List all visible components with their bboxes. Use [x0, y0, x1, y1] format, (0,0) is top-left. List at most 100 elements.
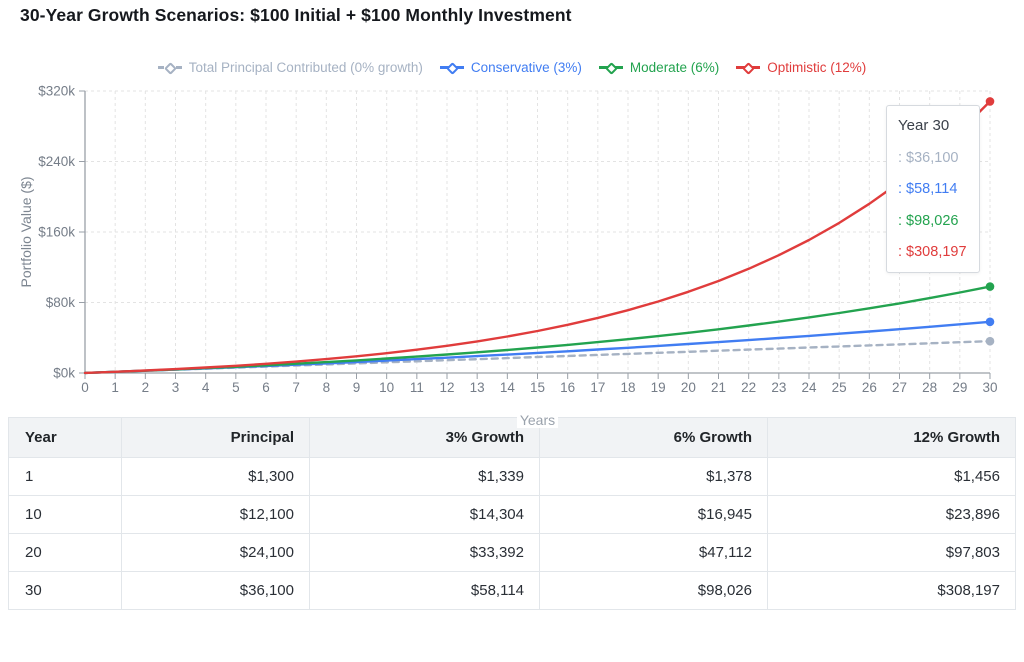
- column-header: 6% Growth: [539, 417, 768, 458]
- table-cell: $1,339: [309, 457, 540, 496]
- table-cell: 30: [8, 571, 122, 610]
- growth-data-table: Year Principal 3% Growth 6% Growth 12% Growt…: [8, 417, 1016, 610]
- svg-text:24: 24: [801, 380, 817, 395]
- table-row: 10 $12,100 $14,304 $16,945 $23,896: [8, 495, 1016, 534]
- page-title: 30-Year Growth Scenarios: $100 Initial +…: [20, 5, 572, 25]
- table-cell: $12,100: [121, 495, 310, 534]
- svg-text:27: 27: [892, 380, 907, 395]
- svg-text:7: 7: [292, 380, 300, 395]
- svg-text:$160k: $160k: [38, 225, 75, 240]
- series-endpoint-1: [985, 336, 995, 346]
- legend-marker-icon: [736, 61, 761, 75]
- svg-text:17: 17: [590, 380, 605, 395]
- table-row: 20 $24,100 $33,392 $47,112 $97,803: [8, 533, 1016, 572]
- svg-text:4: 4: [202, 380, 210, 395]
- legend-item-2[interactable]: Conservative (3%): [439, 60, 582, 75]
- table-cell: $1,456: [767, 457, 1016, 496]
- svg-text:10: 10: [379, 380, 394, 395]
- svg-text:$320k: $320k: [38, 84, 75, 99]
- x-axis-title: Years: [85, 412, 990, 428]
- tooltip-value: : $58,114: [898, 181, 958, 197]
- table-cell: $23,896: [767, 495, 1016, 534]
- table-cell: 20: [8, 533, 122, 572]
- chart-tooltip: Year 30 : $36,100 : $58,114 : $98,026 : $30…: [886, 105, 980, 273]
- table-cell: $308,197: [767, 571, 1016, 610]
- axis-tick-labels: 0 1 2 3 4 5 6 7 8 9 10 11 12 13 14 15 16 17 18 19 20 21 22 23 24…: [38, 84, 997, 396]
- table-row: 30 $36,100 $58,114 $98,026 $308,197: [8, 571, 1016, 610]
- svg-text:22: 22: [741, 380, 756, 395]
- table-cell: $58,114: [309, 571, 540, 610]
- axes: [79, 90, 991, 379]
- chart-legend: Total Principal Contributed (0% growth) C…: [0, 60, 1024, 75]
- table-cell: 10: [8, 495, 122, 534]
- svg-text:$240k: $240k: [38, 154, 75, 169]
- svg-text:26: 26: [862, 380, 877, 395]
- svg-text:5: 5: [232, 380, 240, 395]
- legend-item-label: Total Principal Contributed (0% growth): [188, 60, 423, 75]
- legend-item-3[interactable]: Moderate (6%): [598, 60, 720, 75]
- legend-marker-icon: [598, 61, 623, 75]
- legend-item-label: Conservative (3%): [470, 60, 582, 75]
- legend-item-1[interactable]: Total Principal Contributed (0% growth): [157, 60, 423, 75]
- svg-text:12: 12: [439, 380, 454, 395]
- svg-text:11: 11: [410, 380, 424, 395]
- tooltip-value: : $308,197: [898, 244, 967, 260]
- table-cell: $14,304: [309, 495, 540, 534]
- svg-text:30: 30: [982, 380, 997, 395]
- svg-text:9: 9: [353, 380, 361, 395]
- table-cell: $33,392: [309, 533, 540, 572]
- svg-text:23: 23: [771, 380, 786, 395]
- table-cell: $98,026: [539, 571, 768, 610]
- svg-text:$0k: $0k: [53, 366, 75, 381]
- svg-text:3: 3: [172, 380, 180, 395]
- series-endpoint-2: [985, 317, 995, 327]
- tooltip-value: : $36,100: [898, 149, 959, 166]
- svg-text:29: 29: [952, 380, 967, 395]
- series-endpoint-3: [985, 282, 995, 291]
- svg-text:16: 16: [560, 380, 575, 395]
- y-axis-title: Portfolio Value ($): [18, 176, 34, 287]
- column-header: Year: [8, 417, 122, 458]
- svg-text:$80k: $80k: [46, 295, 76, 310]
- table-cell: $97,803: [767, 533, 1016, 572]
- table-cell: $1,300: [121, 457, 310, 496]
- legend-item-label: Moderate (6%): [629, 60, 720, 75]
- column-header: 3% Growth: [309, 417, 540, 458]
- series-endpoint-4: [985, 97, 995, 106]
- svg-text:20: 20: [681, 380, 696, 395]
- table-cell: $36,100: [121, 571, 310, 610]
- svg-text:8: 8: [323, 380, 331, 395]
- svg-text:13: 13: [470, 380, 485, 395]
- series-line-4: [83, 100, 992, 375]
- table-cell: $16,945: [539, 495, 768, 534]
- table-cell: $47,112: [539, 533, 768, 572]
- legend-marker-icon: [439, 61, 464, 75]
- table-header-row: Year Principal 3% Growth 6% Growth 12% Growt…: [8, 417, 1016, 458]
- svg-text:14: 14: [500, 380, 516, 395]
- table-cell: 1: [8, 457, 122, 496]
- svg-text:6: 6: [262, 380, 270, 395]
- growth-line-chart[interactable]: 0 1 2 3 4 5 6 7 8 9 10 11 12 13 14 15 16 17 18 19 20 21 22 23 24…: [0, 78, 1024, 418]
- svg-text:19: 19: [651, 380, 666, 395]
- tooltip-value: : $98,026: [898, 212, 959, 229]
- series-line-1: [83, 340, 992, 375]
- svg-text:25: 25: [832, 380, 847, 395]
- series-line-3: [83, 285, 992, 375]
- svg-text:2: 2: [142, 380, 150, 395]
- column-header: Principal: [121, 417, 310, 458]
- tooltip-title: Year 30: [898, 117, 950, 134]
- legend-item-label: Optimistic (12%): [767, 60, 867, 75]
- svg-text:28: 28: [922, 380, 937, 395]
- legend-marker-icon: [157, 61, 182, 75]
- legend-item-4[interactable]: Optimistic (12%): [736, 60, 866, 75]
- svg-text:15: 15: [530, 380, 545, 395]
- column-header: 12% Growth: [767, 417, 1016, 458]
- svg-text:18: 18: [620, 380, 635, 395]
- svg-text:1: 1: [111, 380, 119, 395]
- table-row: 1 $1,300 $1,339 $1,378 $1,456: [8, 457, 1016, 496]
- svg-text:0: 0: [81, 380, 89, 395]
- svg-text:21: 21: [711, 380, 726, 395]
- table-cell: $1,378: [539, 457, 768, 496]
- table-cell: $24,100: [121, 533, 310, 572]
